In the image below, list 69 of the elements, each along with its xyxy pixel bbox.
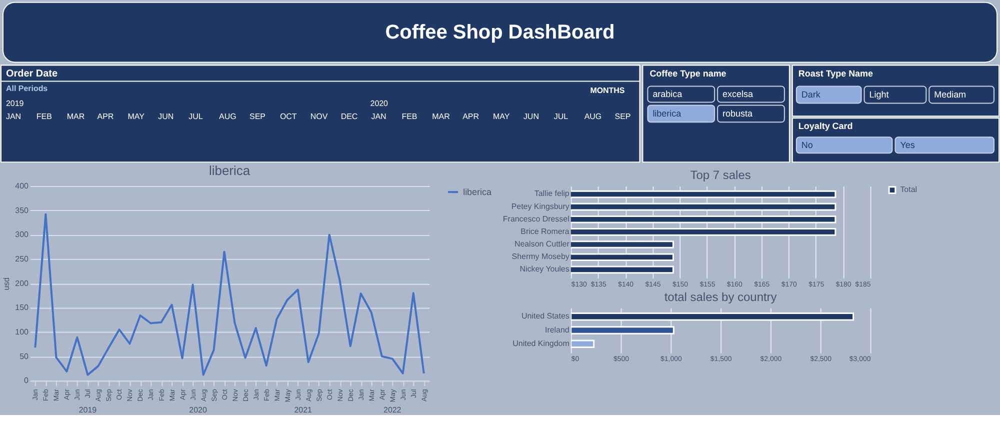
legend-label: liberica <box>463 187 492 198</box>
y-tick-label: Ireland <box>544 325 570 334</box>
text: JUN <box>523 112 540 122</box>
y-tick-label: Brice Romera <box>520 226 570 236</box>
text: excelsa <box>722 89 753 100</box>
text: robusta <box>722 108 752 119</box>
y-tick-label: 400 <box>15 182 30 191</box>
y-tick-label: Tallie felip <box>534 189 570 198</box>
text: 2019 <box>6 99 24 108</box>
text: 2021 <box>294 406 313 415</box>
text: 2020 <box>370 99 389 108</box>
text: Mediam <box>934 90 966 100</box>
legend-label: Total <box>900 185 918 194</box>
text: 2019 <box>78 406 98 415</box>
text: Loyalty Card <box>798 121 853 132</box>
text: JUL <box>188 112 204 122</box>
y-tick-label: 200 <box>15 278 30 288</box>
text: FEB <box>36 112 52 122</box>
text: APR <box>462 112 480 122</box>
y-tick-label: 250 <box>15 254 30 264</box>
text: JAN <box>6 112 22 122</box>
y-tick-label: Shermy Moseby <box>512 252 570 262</box>
text: 2020 <box>189 406 208 415</box>
chart-title: liberica <box>208 163 251 178</box>
y-tick-label: Francesco Dressel <box>502 214 570 224</box>
y-tick-label: 150 <box>15 303 30 312</box>
text: MAR <box>66 112 85 122</box>
text: JUL <box>554 112 569 122</box>
y-tick-label: 0 <box>24 376 30 386</box>
text: arabica <box>652 89 682 100</box>
y-axis-title: usd <box>2 277 12 290</box>
text: AUG <box>219 112 236 122</box>
text: MAY <box>493 112 510 122</box>
text: 2022 <box>384 406 402 415</box>
y-tick-label: 100 <box>15 327 30 336</box>
y-tick-label: 50 <box>20 352 29 361</box>
text: DEC <box>340 112 358 122</box>
text: OCT <box>280 112 297 122</box>
text: SEP <box>614 112 631 122</box>
text: Yes <box>900 140 916 150</box>
text: MONTHS <box>590 86 625 96</box>
text: Roast Type Name <box>798 68 874 78</box>
text: SEP <box>250 112 266 122</box>
text: AUG <box>584 112 602 122</box>
text: FEB <box>402 112 418 122</box>
y-tick-label: 350 <box>15 206 30 215</box>
line-series <box>34 213 425 376</box>
text: No <box>801 140 813 150</box>
y-tick-label: Petey Kingsbury <box>511 202 570 211</box>
text: Coffee Type name <box>650 68 726 78</box>
text: Dark <box>801 90 821 100</box>
text: APR <box>97 112 114 122</box>
y-tick-label: 300 <box>15 230 30 240</box>
text: MAR <box>432 112 450 122</box>
chart-title: Top 7 sales <box>690 168 751 182</box>
y-tick-label: United Kingdom <box>512 338 570 348</box>
y-tick-label: Nealson Cuttler <box>514 240 570 249</box>
text: Order Date <box>6 68 58 80</box>
text: All Periods <box>6 84 48 94</box>
y-tick-label: United States <box>522 312 570 321</box>
y-tick-label: Nickey Youles <box>520 264 570 274</box>
text: JUN <box>158 112 174 122</box>
text: Light <box>869 90 890 100</box>
chart-title: total sales by country <box>664 290 777 304</box>
text: JAN <box>371 112 387 122</box>
text: NOV <box>310 112 328 122</box>
text: MAY <box>128 112 146 122</box>
text: Coffee Shop DashBoard <box>385 21 615 44</box>
text: liberica <box>652 108 682 119</box>
